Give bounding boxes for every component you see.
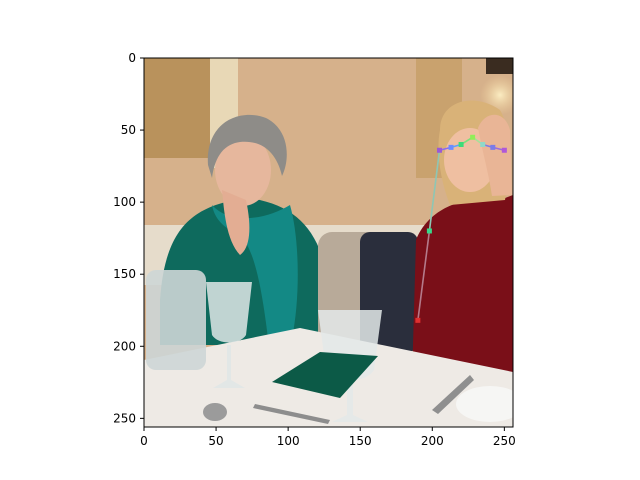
keypoint-4 [480,141,486,147]
keypoint-8 [415,317,421,323]
keypoint-6 [501,147,507,153]
keypoint-5 [490,144,496,150]
left-woman-hand [222,190,250,255]
keypoint-1 [448,144,454,150]
axes-frame [143,57,514,428]
keypoint-2 [458,141,464,147]
plate-right [456,386,513,422]
left-woman-face [215,134,271,206]
keypoint-0 [436,147,442,153]
fork-right [432,375,474,414]
dark-corner [486,58,513,74]
keypoint-7 [426,228,432,234]
knife [253,404,330,424]
keypoint-overlay [415,134,507,323]
x-tick-label-2: 100 [277,434,300,448]
x-tick-label-0: 0 [140,434,148,448]
spoon [203,403,227,421]
left-woman-scarf [212,205,298,338]
skeleton-line-6 [428,150,441,232]
keypoint-3 [470,134,476,140]
x-tick-label-5: 250 [493,434,516,448]
left-woman-hair [207,114,287,178]
right-woman-sweater [412,195,513,380]
keypoint-markers [415,134,507,323]
napkin-green [272,352,378,398]
x-tick-label-1: 50 [208,434,223,448]
y-axis: 0 50 100 150 200 250 [113,51,144,425]
skeleton-line-7 [417,230,431,321]
y-tick-label-2: 100 [113,195,136,209]
y-tick-label-1: 50 [121,123,136,137]
y-tick-label-0: 0 [128,51,136,65]
y-tick-label-3: 150 [113,267,136,281]
wine-glass-left [206,282,252,388]
photo-image [144,58,513,427]
x-tick-label-4: 200 [421,434,444,448]
pitcher [146,270,206,370]
x-tick-label-3: 150 [349,434,372,448]
right-woman-hand [478,114,512,196]
x-axis: 0 50 100 150 200 250 [140,427,516,448]
y-tick-label-4: 200 [113,339,136,353]
y-tick-label-5: 250 [113,411,136,425]
